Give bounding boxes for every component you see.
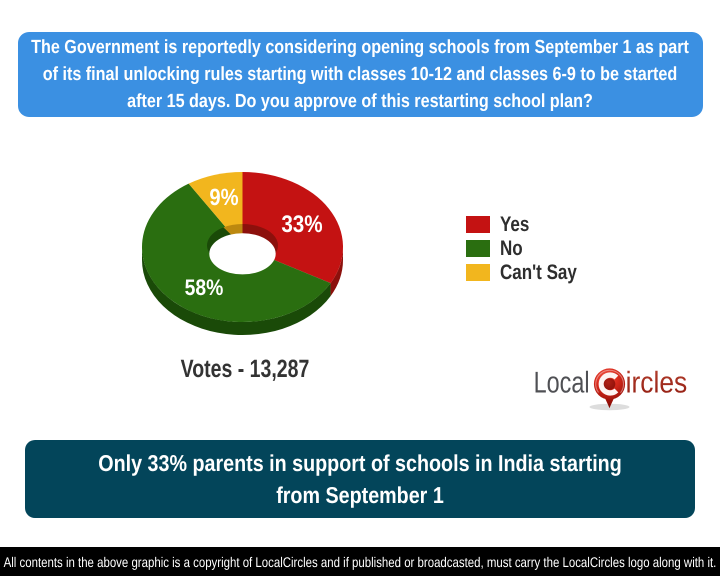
svg-text:ircles: ircles [626, 366, 688, 399]
svg-text:Local: Local [534, 366, 590, 399]
